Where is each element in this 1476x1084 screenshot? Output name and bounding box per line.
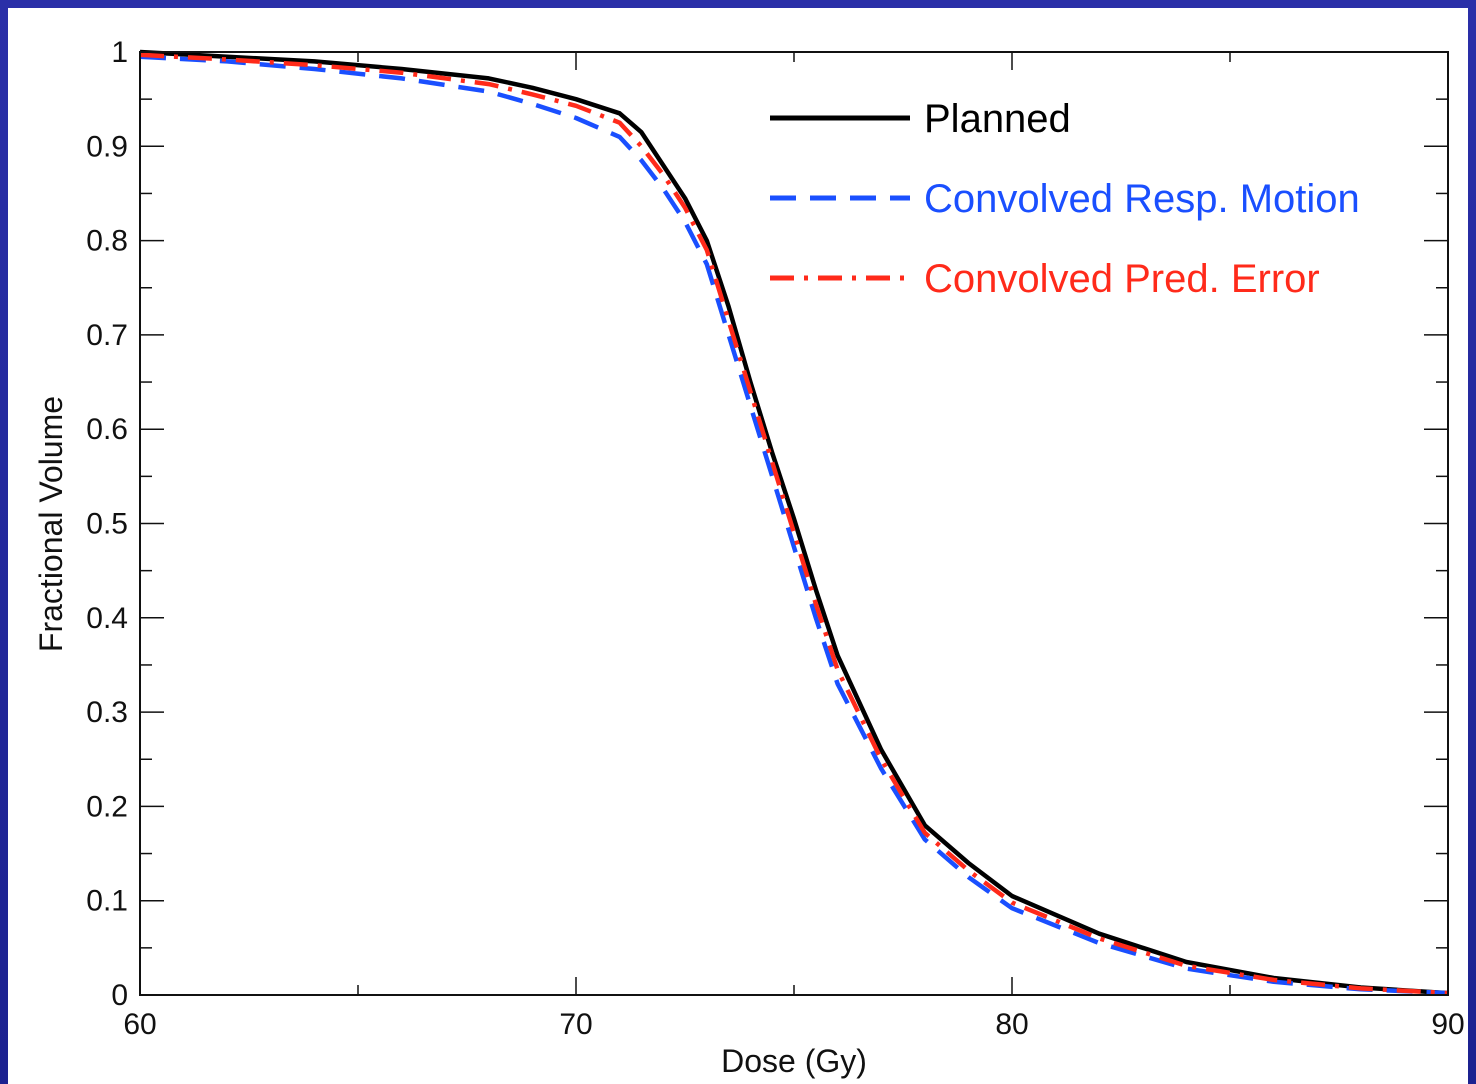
- legend-label: Convolved Resp. Motion: [924, 177, 1360, 221]
- y-tick-label: 0.8: [86, 225, 128, 258]
- series-line-0: [139, 49, 1449, 996]
- series-layer: [139, 49, 1449, 996]
- legend-label: Convolved Pred. Error: [924, 257, 1320, 301]
- y-tick-label: 0.1: [86, 885, 128, 918]
- y-tick-label: 0.2: [86, 790, 128, 823]
- chart-panel: [8, 8, 1468, 1084]
- x-tick-label: 60: [123, 1008, 156, 1041]
- y-tick-label: 0.3: [86, 696, 128, 729]
- legend: Planned Convolved Resp. Motion Convolved P…: [770, 97, 1360, 301]
- y-tick-label: 0: [111, 979, 128, 1012]
- y-tick-label: 0.6: [86, 413, 128, 446]
- plot-frame: [139, 51, 1449, 996]
- y-tick-label: 0.9: [86, 130, 128, 163]
- x-tick-label: 80: [995, 1008, 1028, 1041]
- series-line-2: [139, 52, 1449, 996]
- tick-labels: 60 70 80 90 0 0.1 0.2 0.3 0.4 0.5 0.6 0.7 0.8 0.9 1: [86, 36, 1464, 1041]
- y-axis-title: Fractional Volume: [33, 396, 69, 652]
- x-tick-label: 90: [1431, 1008, 1464, 1041]
- series-line-1: [139, 54, 1449, 996]
- x-tick-label: 70: [559, 1008, 592, 1041]
- y-tick-label: 1: [111, 36, 128, 69]
- y-tick-label: 0.5: [86, 508, 128, 541]
- legend-label: Planned: [924, 97, 1071, 141]
- x-axis-title: Dose (Gy): [721, 1043, 867, 1079]
- y-tick-label: 0.4: [86, 602, 128, 635]
- y-tick-label: 0.7: [86, 319, 128, 352]
